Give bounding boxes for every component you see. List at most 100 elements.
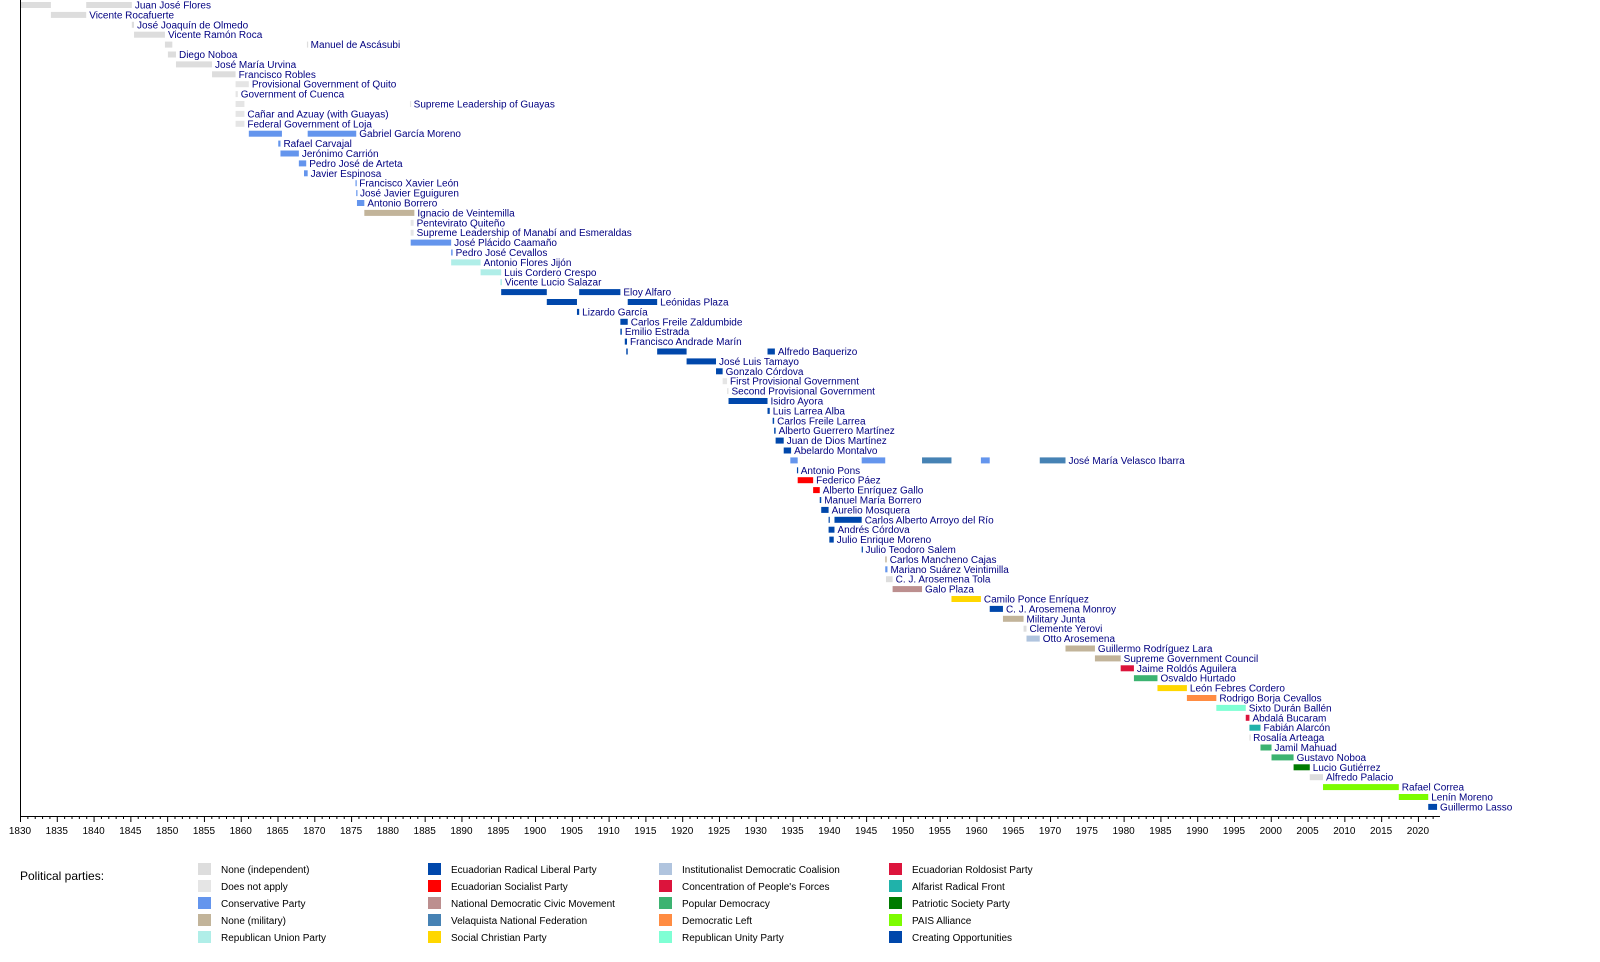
- term-bar-eloy-alfaro-1: [501, 289, 547, 296]
- x-tick-label: 1885: [414, 826, 437, 837]
- row-label-luis-larrea-alba: Luis Larrea Alba: [773, 406, 846, 417]
- term-bar-second-provisional-government-1: [727, 388, 729, 395]
- term-bar-leon-febres-cordero-1: [1157, 685, 1187, 692]
- x-tick-label: 1945: [855, 826, 878, 837]
- x-tick-label: 1875: [340, 826, 363, 837]
- row-label-manuel-de-ascasubi: Manuel de Ascásubi: [311, 40, 401, 51]
- term-bar-carlos-mancheno-cajas-1: [885, 556, 887, 563]
- term-bar-jose-maria-velasco-ibarra-1: [790, 457, 798, 464]
- row-label-emilio-estrada: Emilio Estrada: [625, 327, 690, 338]
- term-bar-mariano-suarez-veintimilla-1: [885, 566, 888, 573]
- row-label-alfredo-baquerizo: Alfredo Baquerizo: [778, 347, 858, 358]
- term-bar-javier-espinosa-1: [304, 170, 308, 177]
- legend-label-mil: None (military): [221, 916, 286, 927]
- legend-swatch-soc: [428, 880, 441, 892]
- x-tick-label: 1990: [1186, 826, 1209, 837]
- row-label-first-provisional-government: First Provisional Government: [730, 377, 859, 388]
- legend-label-cid: Institutionalist Democratic Coalision: [682, 865, 840, 876]
- row-label-supreme-leadership-of-guayas: Supreme Leadership of Guayas: [414, 100, 555, 111]
- term-bar-jamil-mahuad-1: [1260, 744, 1272, 751]
- x-tick-label: 2010: [1333, 826, 1356, 837]
- x-tick-label: 1865: [266, 826, 289, 837]
- legend-label-id: Democratic Left: [682, 916, 752, 927]
- row-label-alfredo-palacio: Alfredo Palacio: [1326, 773, 1394, 784]
- legend-swatch-dp: [659, 897, 672, 909]
- row-label-lizardo-garcia: Lizardo García: [582, 307, 648, 318]
- legend-label-creo: Creating Opportunities: [912, 933, 1012, 944]
- row-label-alberto-guerrero-martinez: Alberto Guerrero Martínez: [779, 426, 895, 437]
- legend-label-mdn: National Democratic Civic Movement: [451, 899, 615, 910]
- x-tick-label: 1910: [597, 826, 620, 837]
- row-label-galo-plaza: Galo Plaza: [925, 585, 974, 596]
- x-tick-label: 1880: [377, 826, 400, 837]
- term-bar-julio-teodoro-salem-1: [861, 546, 863, 553]
- legend-label-far: Alfarist Radical Front: [912, 882, 1005, 893]
- row-label-alberto-enriquez-gallo: Alberto Enríquez Gallo: [823, 486, 924, 497]
- term-bar-luis-cordero-crespo-1: [480, 269, 502, 276]
- legend-label-dp: Popular Democracy: [682, 899, 770, 910]
- x-tick-label: 1960: [965, 826, 988, 837]
- row-label-canar-and-azuay-with-guayas: Cañar and Azuay (with Guayas): [247, 109, 388, 120]
- x-tick-label: 1995: [1223, 826, 1246, 837]
- row-label-sixto-duran-ballen: Sixto Durán Ballén: [1249, 703, 1332, 714]
- term-bar-francisco-xavier-leon-1: [355, 180, 357, 187]
- term-bar-manuel-maria-borrero-1: [819, 497, 822, 503]
- term-bar-otto-arosemena-1: [1026, 635, 1040, 642]
- term-bar-rodrigo-borja-cevallos-1: [1186, 695, 1217, 701]
- row-label-ignacio-de-veintemilla: Ignacio de Veintemilla: [417, 208, 515, 219]
- legend-swatch-na: [198, 880, 211, 892]
- row-label-carlos-alberto-arroyo-del-rio: Carlos Alberto Arroyo del Río: [865, 515, 994, 526]
- legend-label-lib: Ecuadorian Radical Liberal Party: [451, 865, 597, 876]
- row-label-diego-noboa: Diego Noboa: [179, 50, 238, 61]
- x-tick-label: 1860: [230, 826, 253, 837]
- term-bar-alfredo-baquerizo-2: [657, 348, 687, 355]
- row-label-jose-javier-eguiguren: José Javier Eguiguren: [360, 189, 459, 200]
- term-bar-abdala-bucaram-1: [1245, 714, 1250, 721]
- term-bar-aurelio-mosquera-1: [821, 506, 829, 513]
- row-label-jose-luis-tamayo: José Luis Tamayo: [719, 357, 799, 368]
- legend-swatch-psc: [428, 931, 441, 943]
- legend-swatch-cid: [659, 863, 672, 875]
- x-tick-label: 2005: [1296, 826, 1319, 837]
- term-bar-c-j-arosemena-tola-1: [885, 576, 893, 583]
- term-bar-juan-jose-flores-2: [86, 2, 132, 8]
- term-bar-julio-enrique-moreno-1: [829, 536, 834, 543]
- term-bar-jose-maria-velasco-ibarra-2: [861, 457, 886, 464]
- row-label-francisco-robles: Francisco Robles: [239, 70, 316, 81]
- legend-swatch-ind: [198, 863, 211, 875]
- legend-swatch-pur: [659, 931, 672, 943]
- row-label-isidro-ayora: Isidro Ayora: [771, 397, 824, 408]
- x-tick-label: 1890: [450, 826, 473, 837]
- term-bar-supreme-government-council-1: [1094, 655, 1121, 662]
- row-label-gonzalo-cordova: Gonzalo Córdova: [726, 367, 804, 378]
- x-tick-label: 1855: [193, 826, 216, 837]
- row-label-lucio-gutierrez: Lucio Gutiérrez: [1313, 763, 1381, 774]
- term-bar-supreme-leadership-of-guayas-2: [409, 101, 412, 107]
- x-tick-label: 1835: [46, 826, 69, 837]
- legend: Political parties: None (independent) Doe…: [20, 863, 1033, 944]
- row-label-supreme-leadership-of-manabi-and-esmeraldas: Supreme Leadership of Manabí and Esmeral…: [417, 228, 632, 239]
- term-bar-provisional-government-of-quito-1: [235, 81, 249, 88]
- legend-label-ind: None (independent): [221, 865, 309, 876]
- row-label-pedro-jose-de-arteta: Pedro José de Arteta: [309, 159, 403, 170]
- legend-swatch-far: [889, 880, 902, 892]
- row-label-pedro-jose-cevallos: Pedro José Cevallos: [456, 248, 548, 259]
- row-label-juan-jose-flores: Juan José Flores: [135, 1, 211, 12]
- term-bar-jose-luis-tamayo-1: [686, 358, 717, 365]
- row-label-pentevirato-quiteno: Pentevirato Quiteño: [417, 218, 506, 229]
- row-label-clemente-yerovi: Clemente Yerovi: [1030, 624, 1103, 635]
- row-label-osvaldo-hurtado: Osvaldo Hurtado: [1160, 674, 1235, 685]
- row-label-provisional-government-of-quito: Provisional Government of Quito: [252, 80, 397, 91]
- x-tick-label: 2015: [1370, 826, 1393, 837]
- x-tick-label: 1915: [634, 826, 657, 837]
- x-tick-label: 1850: [156, 826, 179, 837]
- legend-swatch-pre: [889, 863, 902, 875]
- term-bar-pedro-jose-cevallos-1: [451, 249, 453, 256]
- row-label-abelardo-montalvo: Abelardo Montalvo: [794, 446, 878, 457]
- x-tick-label: 1935: [781, 826, 804, 837]
- row-label-otto-arosemena: Otto Arosemena: [1043, 634, 1116, 645]
- term-bar-jose-maria-velasco-ibarra-4: [980, 457, 990, 464]
- x-tick-label: 1940: [818, 826, 841, 837]
- row-label-federal-government-of-loja: Federal Government of Loja: [247, 119, 372, 130]
